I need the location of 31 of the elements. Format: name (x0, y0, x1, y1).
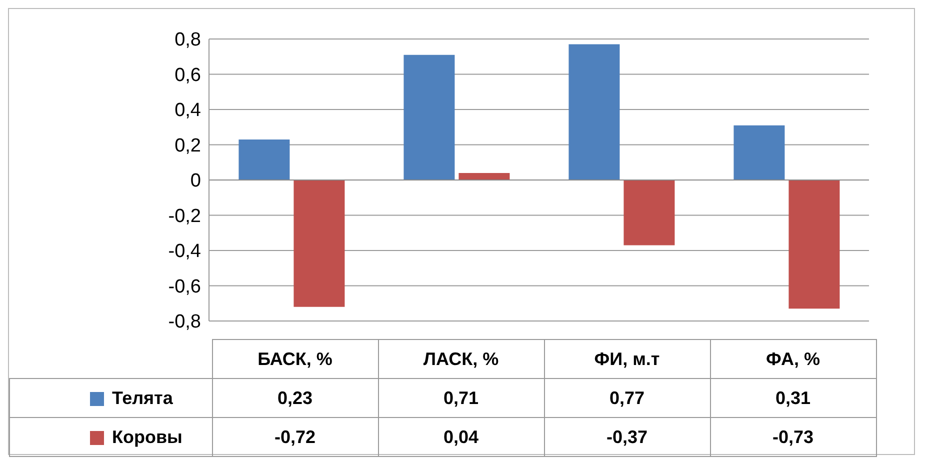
data-label: 0,31 (710, 378, 876, 418)
bar (294, 180, 345, 307)
bar (734, 125, 785, 180)
data-label: -0,37 (544, 418, 710, 456)
x-tick-label: ФА, % (710, 340, 876, 378)
y-tick-label: -0,6 (168, 276, 201, 298)
x-tick-label: ЛАСК, % (378, 340, 544, 378)
x-tick-label: БАСК, % (212, 340, 378, 378)
y-tick-label: 0,4 (174, 100, 202, 122)
legend-label: Коровы (10, 418, 212, 456)
y-tick-label: 0,6 (174, 64, 201, 86)
data-label: 0,71 (378, 378, 544, 418)
legend-label: Телята (10, 378, 212, 418)
data-label: -0,73 (710, 418, 876, 456)
y-tick-label: -0,8 (168, 312, 201, 333)
bar (238, 139, 290, 180)
x-tick-label: ФИ, м.т (544, 340, 710, 378)
y-tick-label: 0 (190, 170, 201, 192)
y-tick-label: 0,8 (174, 30, 201, 51)
bar (458, 172, 510, 180)
bar (404, 54, 455, 180)
data-label: 0,23 (212, 378, 378, 418)
data-label: 0,04 (378, 418, 544, 456)
bar (788, 180, 840, 309)
bar (624, 180, 675, 246)
y-tick-label: -0,2 (168, 206, 201, 227)
data-label: -0,72 (212, 418, 378, 456)
y-tick-label: -0,4 (168, 241, 202, 262)
data-label: 0,77 (544, 378, 710, 418)
bar (568, 44, 620, 180)
y-tick-label: 0,2 (174, 135, 201, 156)
